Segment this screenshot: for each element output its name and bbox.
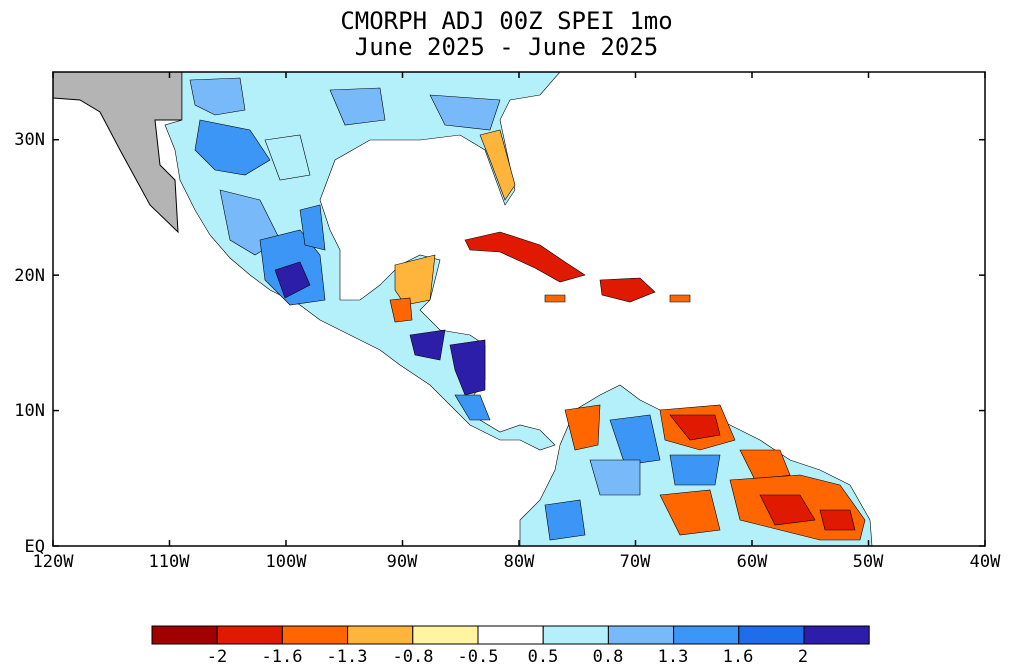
wet-anomaly-patch (544, 499, 586, 541)
colorbar-labels: -2 -1.6 -1.3 -0.8 -0.5 0.5 0.8 1.3 1.6 2 (207, 647, 808, 667)
wet-anomaly-patch (669, 454, 721, 486)
wet-anomaly-patch (609, 414, 661, 466)
colorbar (151, 625, 870, 645)
wet-anomaly-patch (264, 134, 311, 181)
x-tick-label: 90W (387, 552, 418, 572)
dry-anomaly-patch (464, 231, 586, 283)
x-tick-label: 40W (970, 552, 1001, 572)
x-tick-label: 110W (149, 552, 191, 572)
wet-anomaly-patch (449, 339, 486, 396)
dry-anomaly-patch (564, 404, 601, 451)
wet-anomaly-patch (589, 459, 641, 496)
x-tick-label: 120W (33, 552, 75, 572)
wet-anomaly-patch (189, 77, 246, 116)
colorbar-swatch (542, 625, 609, 645)
y-tick-label: EQ (25, 537, 45, 557)
colorbar-label: -2 (207, 647, 227, 667)
wet-anomaly-patch (429, 94, 501, 131)
dry-anomaly-patch (739, 449, 791, 481)
x-tick-label: 100W (266, 552, 308, 572)
colorbar-label: -1.3 (327, 647, 368, 667)
wet-anomaly-patch (274, 261, 311, 299)
map-subtitle: June 2025 - June 2025 (354, 33, 659, 61)
map-field (53, 72, 873, 546)
colorbar-label: 0.8 (593, 647, 624, 667)
dry-anomaly-patch (389, 297, 413, 323)
colorbar-swatch (151, 625, 218, 645)
map-title: CMORPH ADJ 00Z SPEI 1mo (340, 7, 673, 35)
colorbar-swatch (412, 625, 479, 645)
colorbar-swatch (281, 625, 349, 645)
x-tick-label: 50W (853, 552, 884, 572)
dry-anomaly-patch (479, 129, 516, 201)
colorbar-swatch (477, 625, 544, 645)
x-axis: 120W 110W 100W 90W 80W 70W 60W 50W 40W (33, 552, 1002, 572)
wet-anomaly-patch (329, 87, 386, 126)
y-tick-label: 10N (14, 401, 45, 421)
colorbar-label: 0.5 (528, 647, 559, 667)
y-tick-label: 20N (14, 266, 45, 286)
colorbar-swatch (738, 625, 805, 645)
wet-anomaly-patch (409, 329, 446, 361)
dry-anomaly-patch (759, 494, 816, 526)
dry-anomaly-patch (669, 414, 721, 441)
colorbar-swatch (673, 625, 740, 645)
colorbar-label: -0.8 (393, 647, 434, 667)
colorbar-swatch (607, 625, 675, 645)
dry-anomaly-patch (669, 294, 691, 303)
x-tick-label: 80W (504, 552, 535, 572)
wet-anomaly-patch (454, 394, 491, 421)
colorbar-swatch (803, 625, 870, 645)
colorbar-label: -1.6 (262, 647, 303, 667)
y-tick-label: 30N (14, 130, 45, 150)
colorbar-label: -0.5 (458, 647, 499, 667)
dry-anomaly-patch (394, 254, 436, 306)
dry-anomaly-patch (659, 489, 721, 536)
wet-anomaly-patch (194, 119, 271, 176)
colorbar-label: 1.6 (723, 647, 754, 667)
no-data-region (53, 72, 183, 234)
x-tick-label: 70W (620, 552, 651, 572)
x-tick-label: 60W (737, 552, 768, 572)
dry-anomaly-patch (599, 277, 656, 303)
dry-anomaly-patch (819, 509, 856, 531)
colorbar-swatch (347, 625, 414, 645)
dry-anomaly-patch (544, 294, 566, 303)
y-axis: EQ 10N 20N 30N (14, 130, 45, 557)
colorbar-label: 2 (798, 647, 808, 667)
colorbar-swatch (216, 625, 283, 645)
colorbar-label: 1.3 (658, 647, 689, 667)
wet-anomaly-patch (299, 204, 326, 251)
